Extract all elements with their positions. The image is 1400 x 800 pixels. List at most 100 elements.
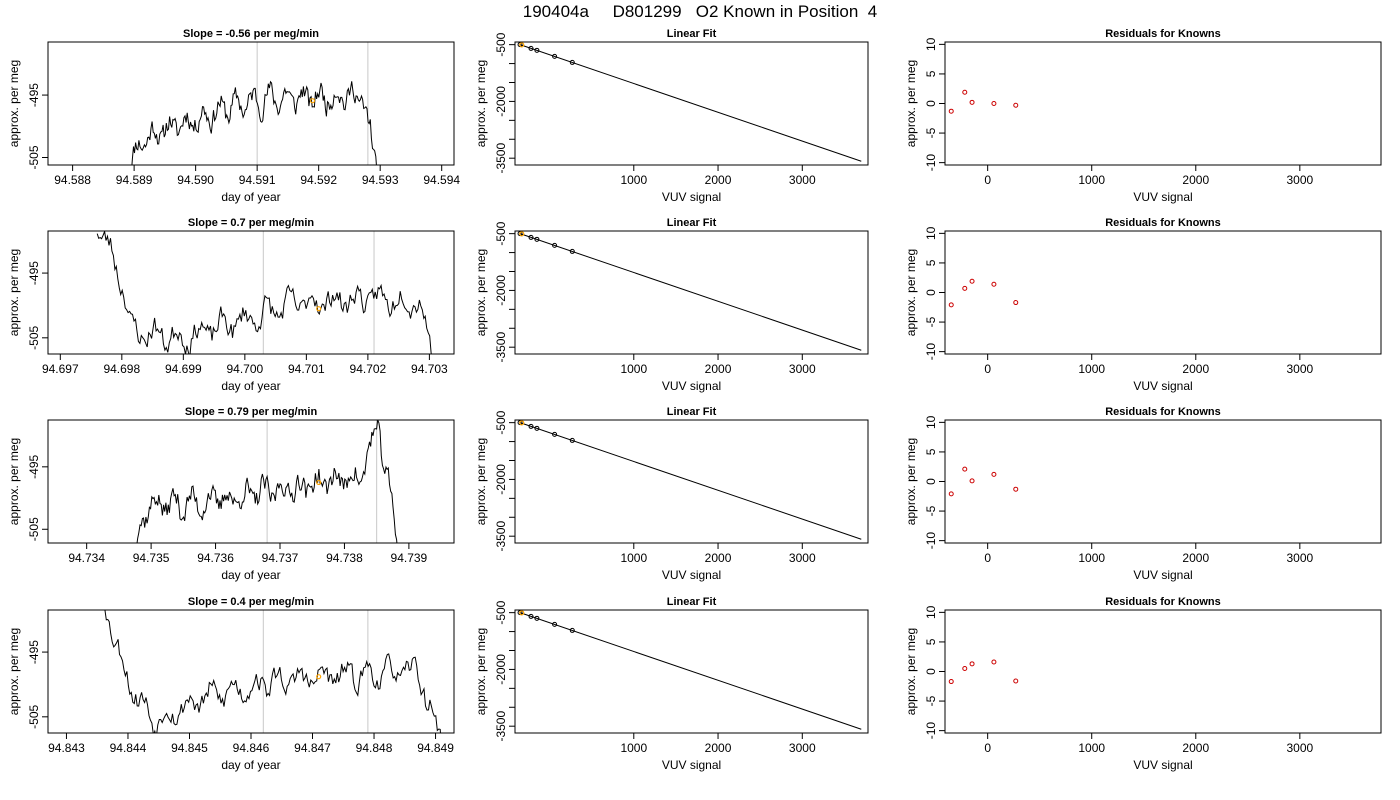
y-tick-label: 5 xyxy=(924,638,938,645)
y-tick-label: 5 xyxy=(924,259,938,266)
plot-frame xyxy=(514,609,869,734)
y-axis-label: approx. per meg xyxy=(7,438,21,525)
plot-area xyxy=(948,89,1019,114)
x-tick-label: 2000 xyxy=(1182,362,1209,376)
y-axis-label: approx. per meg xyxy=(7,60,21,147)
y-tick-label: -3500 xyxy=(494,143,508,174)
data-point xyxy=(991,659,997,665)
panel-title: Linear Fit xyxy=(667,28,717,40)
x-tick-label: 1000 xyxy=(1078,362,1105,376)
x-tick-label: 94.699 xyxy=(165,362,202,376)
plot-frame xyxy=(514,419,869,544)
panel-2-2: Residuals for Knowns 0 1000 2000 3000 -10 -5 0 5… xyxy=(904,406,1382,582)
plot-area xyxy=(96,231,432,354)
y-tick-label: -495 xyxy=(27,454,41,478)
panel-1-2: Residuals for Knowns 0 1000 2000 3000 -10 -5 0 5… xyxy=(904,217,1382,393)
data-point xyxy=(569,59,575,65)
y-tick-label: -10 xyxy=(924,154,938,172)
plot-area xyxy=(517,231,862,351)
y-tick-label: -2000 xyxy=(494,275,508,306)
x-tick-label: 2000 xyxy=(705,362,732,376)
data-point xyxy=(969,661,975,667)
mean-marker xyxy=(316,674,322,680)
data-point xyxy=(962,466,968,472)
plot-area xyxy=(948,659,1019,685)
x-axis-label: VUV signal xyxy=(1133,568,1192,582)
x-tick-label: 94.845 xyxy=(171,741,208,755)
data-point xyxy=(948,108,954,114)
plot-area xyxy=(104,610,441,733)
y-tick-label: 5 xyxy=(924,448,938,455)
data-point xyxy=(948,491,954,497)
x-tick-label: 94.700 xyxy=(226,362,263,376)
x-tick-label: 1000 xyxy=(620,551,647,565)
data-point xyxy=(969,278,975,284)
y-axis-label: approx. per meg xyxy=(474,438,488,525)
panel-title: Residuals for Knowns xyxy=(1105,596,1221,608)
y-tick-label: -505 xyxy=(27,517,41,541)
panel-2-1: Linear Fit 1000 2000 3000 -500 -2000 -3500 VUV … xyxy=(474,406,869,582)
y-tick-label: -2000 xyxy=(494,464,508,495)
plot-area xyxy=(948,278,1019,308)
x-tick-label: 94.590 xyxy=(177,173,214,187)
plot-area xyxy=(136,420,398,543)
panel-0-0: Slope = -0.56 per meg/min 94.588 94.589 94.… xyxy=(7,28,460,204)
panel-0-1: Linear Fit 1000 2000 3000 -500 -2000 -3500 VUV … xyxy=(474,28,869,204)
highlight-point xyxy=(519,420,525,426)
panel-title: Residuals for Knowns xyxy=(1105,217,1221,229)
data-point xyxy=(962,666,968,672)
x-tick-label: 1000 xyxy=(1078,173,1105,187)
panel-0-2: Residuals for Knowns 0 1000 2000 3000 -10 -5 0 5… xyxy=(904,28,1382,204)
x-axis-label: VUV signal xyxy=(1133,379,1192,393)
y-tick-label: 5 xyxy=(924,70,938,77)
x-tick-label: 1000 xyxy=(1078,741,1105,755)
fit-line xyxy=(519,422,862,540)
y-tick-label: 10 xyxy=(924,37,938,51)
panel-3-1: Linear Fit 1000 2000 3000 -500 -2000 -3500 VUV … xyxy=(474,596,869,772)
y-tick-label: -3500 xyxy=(494,521,508,552)
plot-area xyxy=(131,42,377,165)
x-tick-label: 94.844 xyxy=(110,741,147,755)
x-tick-label: 94.594 xyxy=(423,173,460,187)
x-axis-label: VUV signal xyxy=(662,190,721,204)
y-tick-label: 0 xyxy=(924,478,938,485)
highlight-point xyxy=(519,610,525,616)
plot-frame xyxy=(47,419,455,544)
panel-title: Slope = 0.4 per meg/min xyxy=(188,596,315,608)
plot-frame xyxy=(47,230,455,355)
data-point xyxy=(948,302,954,308)
x-tick-label: 94.697 xyxy=(42,362,79,376)
highlight-point xyxy=(519,42,525,48)
x-tick-label: 94.738 xyxy=(326,551,363,565)
data-trace xyxy=(131,80,377,165)
x-axis-label: VUV signal xyxy=(662,379,721,393)
plot-area xyxy=(517,610,862,730)
panel-3-0: Slope = 0.4 per meg/min 94.843 94.844 94.84… xyxy=(7,596,455,772)
x-tick-label: 3000 xyxy=(1286,741,1313,755)
data-point xyxy=(991,101,997,106)
x-tick-label: 94.734 xyxy=(68,551,105,565)
x-tick-label: 94.739 xyxy=(391,551,428,565)
data-point xyxy=(534,236,540,242)
x-tick-label: 3000 xyxy=(789,173,816,187)
x-tick-label: 2000 xyxy=(705,741,732,755)
plot-area xyxy=(948,466,1019,497)
x-tick-label: 3000 xyxy=(789,741,816,755)
x-tick-label: 94.703 xyxy=(411,362,448,376)
x-axis-label: day of year xyxy=(221,190,280,204)
data-point xyxy=(969,478,975,484)
data-point xyxy=(1013,102,1019,108)
plot-frame xyxy=(944,609,1382,734)
run-id: 190404a xyxy=(522,2,589,21)
y-tick-label: 10 xyxy=(924,226,938,240)
y-axis-label: approx. per meg xyxy=(904,628,918,715)
panel-1-1: Linear Fit 1000 2000 3000 -500 -2000 -3500 VUV … xyxy=(474,217,869,393)
y-tick-label: -10 xyxy=(924,532,938,550)
y-axis-label: approx. per meg xyxy=(474,60,488,147)
y-tick-label: -10 xyxy=(924,343,938,361)
plot-area xyxy=(517,42,862,162)
x-tick-label: 2000 xyxy=(1182,551,1209,565)
y-tick-label: 10 xyxy=(924,415,938,429)
panel-title: Linear Fit xyxy=(667,217,717,229)
